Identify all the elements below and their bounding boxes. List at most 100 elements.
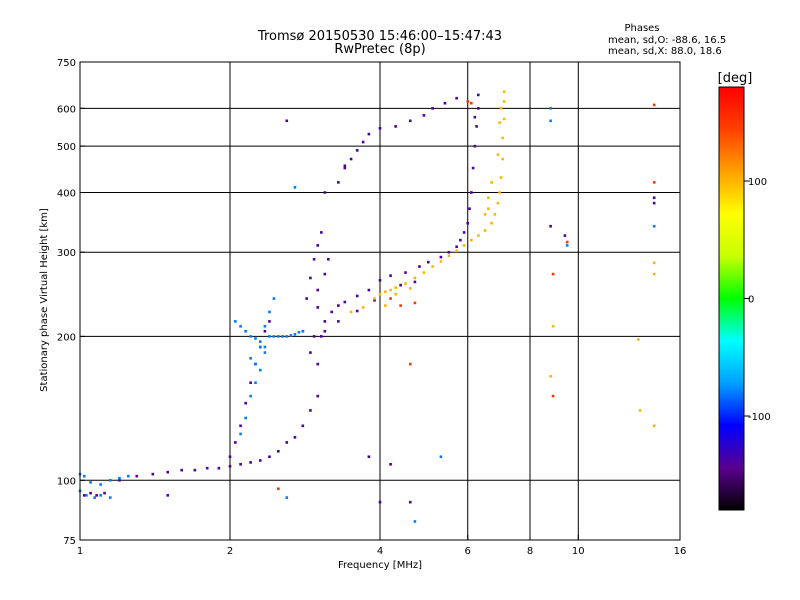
data-point — [408, 362, 412, 366]
data-point — [272, 335, 276, 338]
data-point — [361, 306, 365, 309]
data-point — [135, 474, 139, 478]
data-point — [309, 276, 312, 280]
phase-stats-x: mean, sd,X: 88.0, 18.6 — [608, 46, 722, 57]
data-point — [466, 221, 470, 225]
colorbar-ticks: 100 0 -100 — [744, 177, 771, 423]
data-point — [309, 409, 312, 412]
data-point — [301, 329, 305, 333]
data-point — [285, 496, 289, 499]
data-point — [293, 186, 297, 189]
data-point — [477, 107, 480, 110]
data-point — [323, 329, 327, 333]
data-point — [323, 191, 327, 194]
data-point — [493, 213, 497, 216]
data-point — [108, 478, 112, 482]
data-point — [459, 238, 462, 242]
data-point — [408, 119, 412, 123]
data-point — [330, 310, 334, 314]
data-point — [151, 472, 155, 476]
plot-area: 1 2 4 6 8 10 16 75 100 200 300 400 500 600 750 — [57, 58, 686, 557]
data-point — [470, 101, 473, 105]
y-axis-label: Stationary phase Virtual Height [km] — [39, 208, 50, 392]
data-point — [89, 491, 92, 495]
data-point — [166, 470, 170, 474]
data-point — [477, 234, 480, 237]
data-point — [487, 207, 490, 210]
data-point — [462, 244, 466, 247]
data-point — [498, 121, 501, 124]
data-point — [95, 494, 98, 497]
data-point — [166, 494, 170, 497]
data-point — [249, 394, 252, 398]
data-point — [276, 449, 280, 453]
data-point — [323, 272, 327, 276]
data-point — [254, 337, 257, 340]
data-point — [652, 196, 656, 200]
data-point — [502, 90, 506, 94]
data-point — [378, 292, 382, 296]
data-point — [473, 144, 477, 148]
x-tick-label: 2 — [227, 546, 233, 557]
data-point — [316, 306, 320, 309]
data-point — [652, 261, 656, 265]
data-point — [389, 288, 392, 292]
data-point — [272, 297, 276, 300]
data-point — [118, 478, 121, 482]
data-point — [263, 324, 267, 328]
data-point — [276, 335, 280, 338]
data-point — [234, 441, 237, 444]
data-point — [638, 409, 642, 412]
data-point — [93, 496, 96, 499]
y-tick-label: 500 — [57, 142, 76, 153]
data-point — [337, 181, 340, 184]
data-point — [389, 463, 392, 466]
data-point — [483, 229, 487, 232]
data-point — [316, 362, 320, 366]
data-point — [652, 181, 656, 184]
data-point — [549, 375, 552, 378]
data-point — [244, 329, 247, 333]
data-point — [258, 340, 262, 343]
data-point — [337, 304, 340, 307]
data-point — [496, 153, 500, 156]
data-point — [394, 125, 397, 128]
phase-heading: Phases — [624, 23, 659, 34]
data-point — [431, 265, 434, 268]
data-point — [389, 274, 392, 277]
data-points — [78, 90, 656, 523]
data-point — [180, 468, 184, 472]
data-point — [501, 136, 504, 140]
data-point — [487, 196, 490, 200]
data-point — [205, 466, 209, 470]
data-point — [309, 351, 312, 354]
data-point — [289, 334, 293, 337]
data-point — [549, 107, 552, 110]
data-point — [490, 181, 493, 184]
data-point — [483, 213, 487, 216]
data-point — [293, 333, 297, 336]
data-point — [422, 271, 426, 274]
data-point — [244, 416, 247, 420]
data-point — [378, 279, 382, 282]
data-point — [276, 487, 280, 491]
data-point — [108, 496, 112, 499]
data-point — [249, 461, 252, 464]
data-point — [565, 244, 569, 247]
data-point — [551, 324, 555, 328]
x-tick-label: 1 — [77, 546, 83, 557]
data-point — [228, 455, 232, 459]
x-axis-label: Frequency [MHz] — [338, 560, 422, 571]
data-point — [501, 157, 504, 161]
data-point — [471, 166, 475, 170]
data-point — [443, 101, 447, 105]
data-point — [254, 362, 257, 366]
data-point — [637, 338, 640, 341]
data-point — [234, 320, 237, 323]
data-point — [490, 221, 493, 225]
data-point — [413, 280, 417, 284]
data-point — [343, 164, 347, 168]
data-point — [422, 114, 426, 117]
data-point — [498, 191, 501, 194]
x-tick-label: 10 — [572, 546, 585, 557]
